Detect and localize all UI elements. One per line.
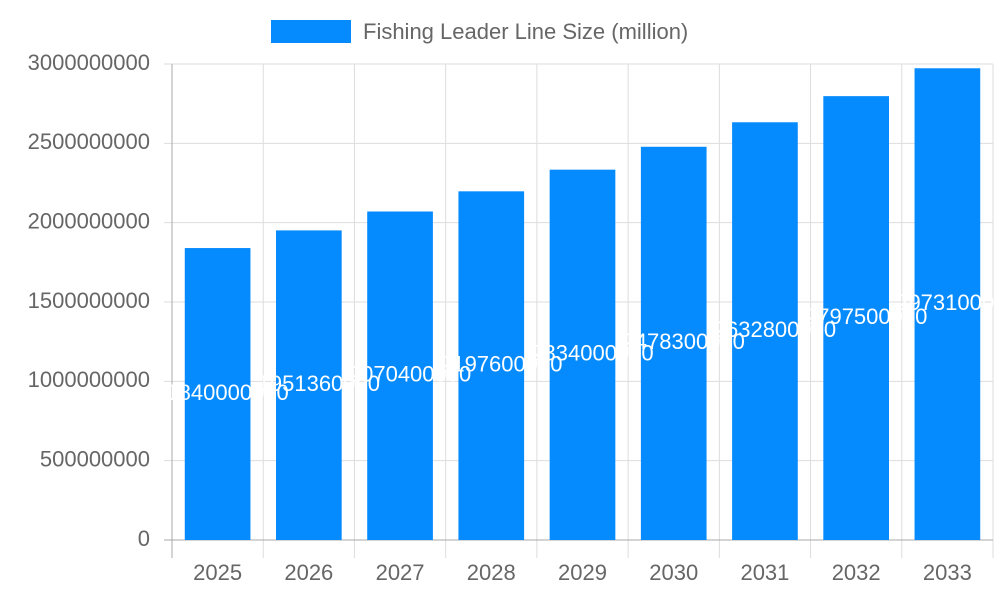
y-tick-label: 1500000000 bbox=[28, 288, 150, 313]
y-tick-label: 3000000000 bbox=[28, 50, 150, 75]
value-label: 2070400000 bbox=[349, 362, 471, 387]
y-tick-label: 2500000000 bbox=[28, 129, 150, 154]
bar bbox=[458, 191, 525, 540]
value-label: 2334000000 bbox=[531, 341, 653, 366]
legend-label: Fishing Leader Line Size (million) bbox=[363, 19, 688, 44]
legend-swatch bbox=[271, 20, 351, 43]
y-tick-label: 1000000000 bbox=[28, 367, 150, 392]
y-tick-label: 2000000000 bbox=[28, 208, 150, 233]
bar bbox=[184, 248, 251, 540]
legend: Fishing Leader Line Size (million) bbox=[271, 19, 688, 44]
bar bbox=[549, 169, 616, 540]
value-label: 1840000000 bbox=[166, 380, 288, 405]
x-tick-label: 2033 bbox=[923, 560, 972, 585]
bar bbox=[640, 146, 707, 540]
y-tick-label: 500000000 bbox=[40, 446, 150, 471]
bar bbox=[367, 211, 433, 541]
x-tick-label: 2025 bbox=[193, 560, 242, 585]
x-tick-label: 2029 bbox=[558, 560, 607, 585]
value-label: 2478300000 bbox=[623, 329, 745, 354]
x-tick-label: 2027 bbox=[376, 560, 425, 585]
value-label: 2197600000 bbox=[440, 351, 562, 376]
x-tick-label: 2032 bbox=[832, 560, 881, 585]
x-tick-label: 2028 bbox=[467, 560, 516, 585]
bar bbox=[914, 68, 981, 541]
x-tick-label: 2031 bbox=[740, 560, 789, 585]
bar bbox=[275, 230, 342, 540]
y-tick-label: 0 bbox=[138, 526, 150, 551]
value-label: 2797500000 bbox=[805, 304, 927, 329]
x-tick-label: 2026 bbox=[284, 560, 333, 585]
value-label: 1951360000 bbox=[258, 371, 380, 396]
value-label: 2632800000 bbox=[714, 317, 836, 342]
x-tick-label: 2030 bbox=[649, 560, 698, 585]
value-label: 2973100000 bbox=[896, 290, 1000, 315]
bar bbox=[732, 122, 798, 541]
bar bbox=[823, 96, 890, 540]
